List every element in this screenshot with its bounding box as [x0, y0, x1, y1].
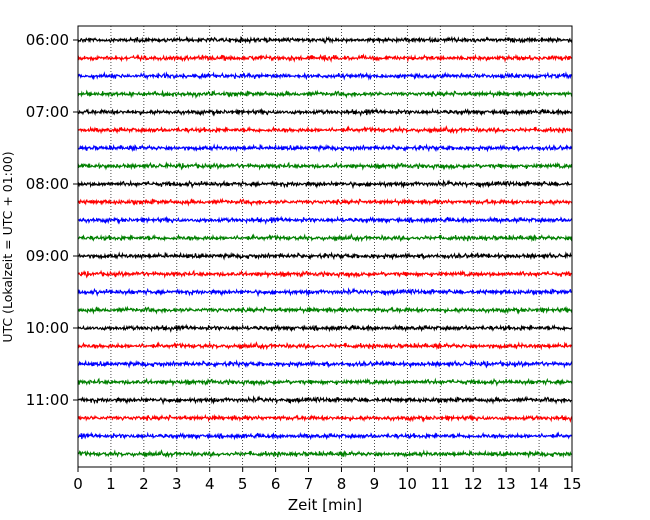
trace-1015 — [77, 341, 573, 351]
trace-0715 — [77, 125, 573, 135]
x-tick-label: 1 — [106, 475, 116, 493]
trace-0830 — [77, 215, 573, 226]
x-tick-label: 12 — [464, 475, 483, 493]
x-tick-label: 14 — [530, 475, 549, 493]
x-tick-label: 2 — [139, 475, 149, 493]
trace-0745 — [77, 161, 573, 171]
y-axis-ticks: 06:00 07:00 08:00 09:00 10:00 11:00 — [26, 31, 78, 409]
y-tick-label: 08:00 — [26, 175, 69, 193]
trace-0730 — [77, 143, 573, 153]
traces — [77, 35, 573, 459]
x-tick-label: 13 — [497, 475, 516, 493]
plot-background — [78, 26, 572, 467]
trace-0645 — [77, 89, 573, 100]
x-tick-label: 0 — [73, 475, 83, 493]
trace-0630 — [77, 71, 573, 81]
x-tick-label: 8 — [337, 475, 347, 493]
trace-0700 — [77, 107, 573, 118]
trace-1000 — [77, 323, 573, 334]
x-tick-label: 7 — [304, 475, 314, 493]
y-tick-label: 11:00 — [26, 391, 69, 409]
trace-0915 — [77, 269, 573, 279]
x-tick-label: 3 — [172, 475, 182, 493]
x-tick-label: 15 — [562, 475, 581, 493]
trace-0815 — [77, 197, 573, 207]
trace-0615 — [77, 53, 573, 63]
trace-0945 — [77, 305, 573, 315]
trace-0900 — [77, 251, 573, 261]
trace-1115 — [77, 413, 573, 424]
trace-1100 — [77, 395, 573, 406]
x-tick-label: 10 — [398, 475, 417, 493]
trace-0600 — [77, 35, 573, 45]
y-tick-label: 06:00 — [26, 31, 69, 49]
trace-0930 — [77, 287, 573, 298]
trace-0800 — [77, 179, 573, 190]
x-axis-label: Zeit [min] — [288, 496, 362, 514]
x-tick-label: 4 — [205, 475, 215, 493]
x-tick-label: 6 — [271, 475, 281, 493]
y-tick-label: 10:00 — [26, 319, 69, 337]
x-tick-label: 5 — [238, 475, 248, 493]
x-axis-ticks: 0 1 2 3 4 5 6 7 8 9 10 11 12 13 14 15 — [73, 467, 582, 493]
plot-frame — [77, 25, 573, 468]
y-axis-label: UTC (Lokalzeit = UTC + 01:00) — [0, 151, 15, 342]
trace-1130 — [77, 431, 573, 441]
trace-1030 — [77, 359, 573, 369]
y-tick-label: 09:00 — [26, 247, 69, 265]
trace-1045 — [77, 377, 573, 387]
y-tick-label: 07:00 — [26, 103, 69, 121]
trace-1145 — [77, 449, 573, 459]
trace-0845 — [77, 233, 573, 243]
x-tick-label: 11 — [431, 475, 450, 493]
x-tick-label: 9 — [370, 475, 380, 493]
